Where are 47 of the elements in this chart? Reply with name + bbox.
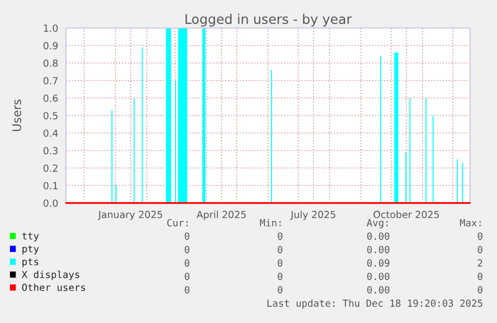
text: 0 — [278, 286, 282, 294]
text: 2 — [478, 259, 482, 267]
text: 0.00 — [367, 246, 390, 254]
x-tick-label: April 2025 — [196, 210, 246, 220]
text: 0 — [478, 246, 482, 254]
text: 0 — [478, 272, 482, 280]
text: Min: — [260, 218, 281, 226]
text: Avg: — [366, 219, 388, 228]
text: 0 — [278, 272, 282, 280]
text: 0.09 — [367, 259, 390, 267]
y-tick-label: 0.1 — [44, 182, 58, 190]
y-tick-label: 0.9 — [44, 42, 58, 50]
chart-title: Logged in users - by year — [186, 14, 352, 27]
text: 0 — [278, 246, 282, 254]
text: Max: — [460, 219, 481, 226]
text: 0 — [184, 232, 190, 240]
legend-label: pty — [22, 245, 39, 254]
text: 0.00 — [367, 232, 390, 240]
text: Last update: Thu Dec 18 19:20:03 2025 — [267, 299, 482, 309]
text: 0 — [278, 259, 282, 267]
x-tick-label: January 2025 — [98, 210, 162, 220]
y-tick-label: 0.7 — [44, 76, 58, 84]
legend-label: Other users — [22, 284, 86, 292]
text: 0 — [478, 232, 482, 240]
y-tick-label: 0.6 — [44, 94, 58, 102]
text: 0 — [184, 246, 190, 254]
text: 0.00 — [367, 272, 390, 280]
y-tick-label: 0.2 — [44, 164, 58, 172]
legend-label: pts — [22, 258, 38, 268]
y-tick-label: 1.0 — [44, 24, 58, 32]
y-axis-title: Users — [12, 100, 22, 132]
x-tick-label: October 2025 — [374, 210, 439, 218]
text: 0.00 — [367, 286, 390, 294]
x-tick-label: July 2025 — [290, 210, 336, 220]
y-tick-label: 0.3 — [44, 146, 58, 154]
text: 0 — [478, 286, 482, 294]
text: 0 — [184, 272, 190, 280]
y-tick-label: 0.8 — [44, 59, 58, 67]
legend-label: X displays — [22, 270, 80, 280]
text: 0 — [184, 286, 190, 294]
text: Cur: — [167, 219, 188, 226]
y-tick-label: 0.4 — [44, 129, 58, 137]
y-tick-label: 0.0 — [44, 199, 58, 207]
legend-label: tty — [22, 232, 39, 242]
text: 0 — [278, 232, 282, 240]
y-tick-label: 0.5 — [44, 112, 58, 120]
text: 0 — [184, 259, 190, 267]
